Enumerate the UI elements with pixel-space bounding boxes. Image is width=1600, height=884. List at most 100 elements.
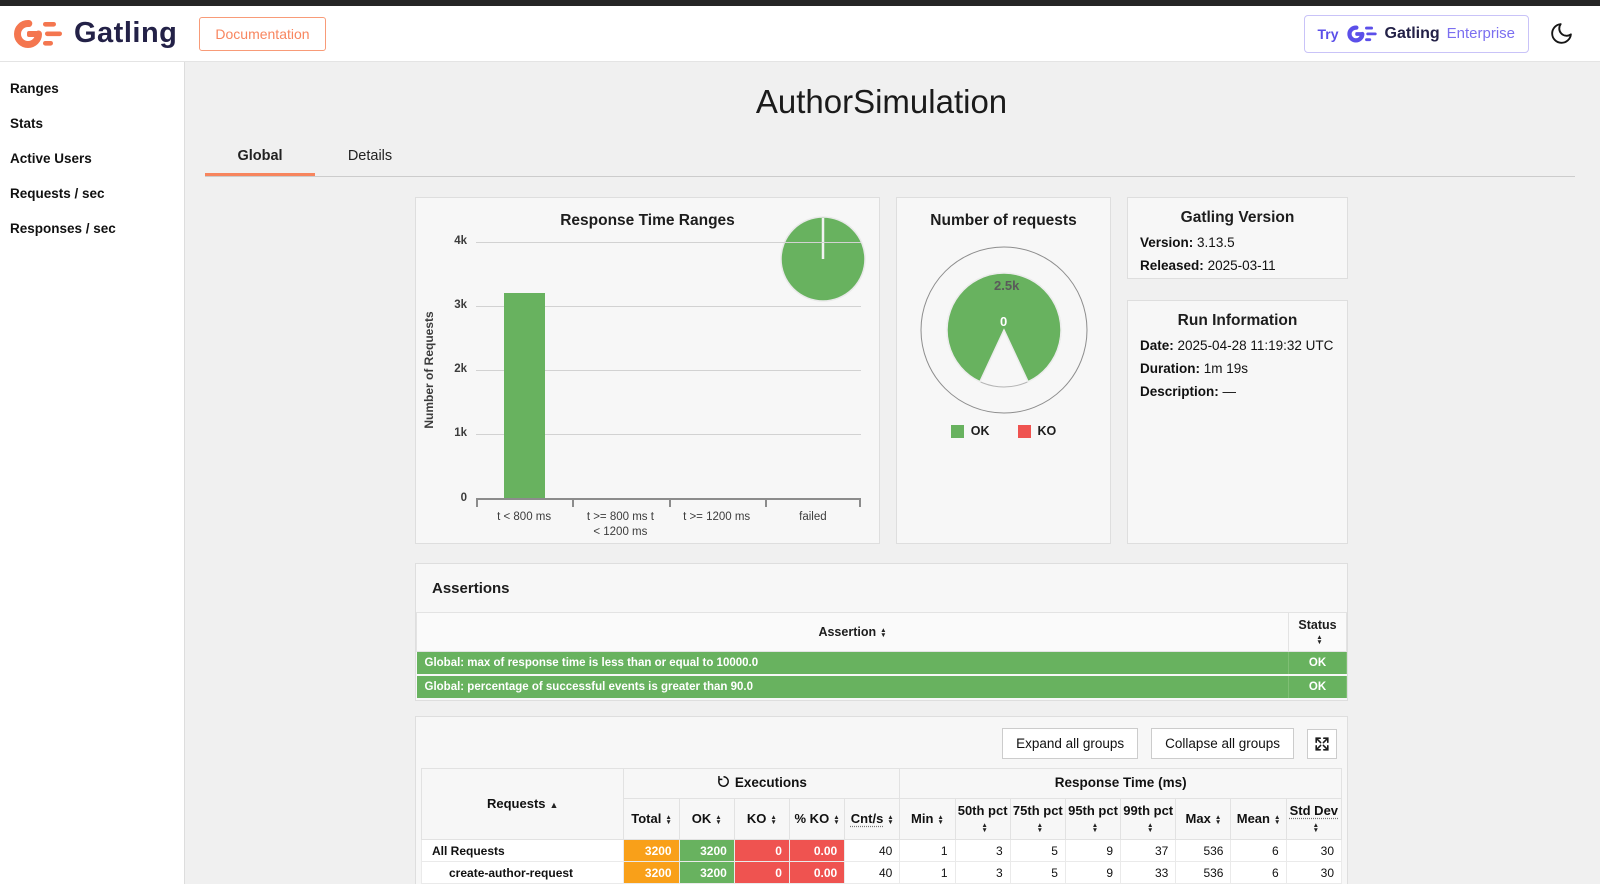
gauge-center-label: 0 (1000, 314, 1007, 329)
ko-cell: 0 (733, 861, 790, 884)
bar-t-lt-800[interactable] (504, 293, 546, 498)
p99-cell: 37 (1120, 839, 1177, 863)
std-dev-cell: 30 (1285, 861, 1343, 884)
sidebar-item-requests-per-sec[interactable]: Requests / sec (10, 186, 105, 201)
sidebar-item-ranges[interactable]: Ranges (10, 81, 59, 96)
status-column-header[interactable]: Status ▲ ▼ (1288, 612, 1347, 652)
version-field: Version: 3.13.5 (1140, 235, 1235, 250)
documentation-button[interactable]: Documentation (199, 16, 326, 51)
gatling-logo[interactable]: Gatling (12, 16, 177, 52)
y-gridline: 2k (454, 363, 861, 375)
logo-wordmark: Gatling (74, 17, 178, 49)
request-name[interactable]: create-author-request (420, 861, 625, 884)
chart-title: Response Time Ranges (560, 212, 735, 229)
tab-details[interactable]: Details (347, 148, 393, 164)
col-cnt-s[interactable]: Cnt/s ▲ ▼ (844, 797, 901, 841)
table-row-create-author-request: create-author-request 3200 3200 0 0.00 4… (420, 861, 1343, 884)
page-title: AuthorSimulation (755, 83, 1008, 120)
assertion-column-header[interactable]: Assertion ▲ ▼ (416, 612, 1289, 652)
top-strip (0, 0, 1600, 6)
sidebar-item-responses-per-sec[interactable]: Responses / sec (10, 221, 116, 236)
col-99th[interactable]: 99th pct ▲ ▼ (1120, 797, 1177, 841)
tab-global[interactable]: Global (205, 140, 315, 176)
fullscreen-button[interactable] (1307, 728, 1337, 759)
col-mean[interactable]: Mean ▲ ▼ (1230, 797, 1287, 841)
description-field: Description: — (1140, 384, 1237, 399)
stats-toolbar: Expand all groups Collapse all groups (416, 717, 1347, 768)
request-name[interactable]: All Requests (420, 839, 625, 863)
number-of-requests-chart: Number of requests 2.5k 0 OK (896, 197, 1111, 544)
requests-pie[interactable]: 2.5k 0 (914, 238, 1094, 418)
assertions-title: Assertions (432, 580, 510, 597)
pie-legend: OK KO (897, 424, 1110, 438)
executions-group-header: Executions (623, 768, 901, 799)
col-pct-ko[interactable]: % KO ▲ ▼ (788, 797, 846, 841)
min-cell: 1 (899, 861, 956, 884)
p99-cell: 33 (1120, 861, 1177, 884)
enterprise-brand-label: Gatling (1384, 24, 1440, 42)
sort-asc-icon: ▲ (549, 800, 559, 811)
panel-title: Gatling Version (1180, 209, 1295, 226)
x-tick (764, 498, 767, 507)
refresh-icon (718, 775, 729, 787)
pct-ko-cell: 0.00 (788, 839, 846, 863)
bar-plot: Number of Requests 4k 3k 2k 1k 0 (422, 235, 861, 538)
col-ok[interactable]: OK ▲ ▼ (678, 797, 735, 841)
y-gridline: 1k (454, 427, 861, 439)
max-cell: 536 (1175, 861, 1232, 884)
x-tick (572, 498, 575, 507)
sidebar-item-active-users[interactable]: Active Users (10, 151, 92, 166)
cnt-s-cell: 40 (844, 839, 901, 863)
legend-ok[interactable]: OK (950, 424, 990, 438)
y-gridline: 3k (454, 299, 861, 311)
header: Gatling Documentation Try Gatling Enterp… (0, 6, 1600, 62)
std-dev-cell: 30 (1285, 839, 1343, 863)
assertion-text: Global: max of response time is less tha… (416, 651, 1289, 676)
cnt-s-cell: 40 (844, 861, 901, 884)
try-enterprise-button[interactable]: Try Gatling Enterprise (1303, 14, 1529, 53)
enterprise-try-label: Try (1317, 25, 1339, 42)
duration-field: Duration: 1m 19s (1140, 361, 1249, 376)
p75-cell: 5 (1009, 861, 1066, 884)
x-tick (476, 498, 478, 507)
chart-title: Number of requests (930, 212, 1077, 229)
total-cell: 3200 (623, 839, 680, 863)
assertions-panel: Assertions Assertion ▲ ▼ Status ▲ ▼ (415, 563, 1348, 701)
assertion-text: Global: percentage of successful events … (416, 675, 1289, 700)
col-std-dev[interactable]: Std Dev ▲ ▼ (1285, 797, 1343, 841)
collapse-all-groups-button[interactable]: Collapse all groups (1151, 728, 1294, 759)
col-75th[interactable]: 75th pct ▲ ▼ (1009, 797, 1066, 841)
sort-icon: ▲ ▼ (880, 626, 887, 639)
ko-swatch (1017, 424, 1031, 438)
p95-cell: 9 (1064, 861, 1122, 884)
assertion-status: OK (1288, 651, 1347, 676)
col-min[interactable]: Min ▲ ▼ (899, 797, 956, 841)
max-cell: 536 (1175, 839, 1232, 863)
assertion-row: Global: percentage of successful events … (416, 675, 1347, 700)
total-cell: 3200 (623, 861, 680, 884)
table-row-all-requests: All Requests 3200 3200 0 0.00 40 1 3 5 9… (420, 839, 1343, 863)
col-95th[interactable]: 95th pct ▲ ▼ (1064, 797, 1122, 841)
x-axis-labels: t < 800 ms t >= 800 ms t < 1200 ms t >= … (497, 511, 827, 538)
released-field: Released: 2025-03-11 (1140, 258, 1276, 273)
assertion-row: Global: max of response time is less tha… (416, 651, 1347, 676)
assertions-table: Assertion ▲ ▼ Status ▲ ▼ Global: max of res… (416, 612, 1347, 700)
dark-mode-toggle[interactable] (1549, 21, 1574, 46)
gatling-version-panel: Gatling Version Version: 3.13.5 Released… (1127, 197, 1348, 279)
p95-cell: 9 (1064, 839, 1122, 863)
p75-cell: 5 (1009, 839, 1066, 863)
x-tick (668, 498, 671, 507)
col-ko[interactable]: KO ▲ ▼ (733, 797, 790, 841)
stats-table: Requests ▲ Executions Response Time (ms) (420, 767, 1343, 884)
col-50th[interactable]: 50th pct ▲ ▼ (954, 797, 1011, 841)
info-column: Gatling Version Version: 3.13.5 Released… (1127, 197, 1348, 544)
expand-all-groups-button[interactable]: Expand all groups (1002, 728, 1139, 759)
col-total[interactable]: Total ▲ ▼ (623, 797, 680, 841)
requests-column-header[interactable]: Requests ▲ (420, 767, 625, 841)
sidebar-item-stats[interactable]: Stats (10, 116, 44, 131)
ok-ratio-pie[interactable] (779, 215, 867, 303)
panel-title: Run Information (1177, 312, 1298, 329)
legend-ko[interactable]: KO (1017, 424, 1056, 438)
enterprise-suffix-label: Enterprise (1446, 25, 1515, 42)
col-max[interactable]: Max ▲ ▼ (1175, 797, 1232, 841)
